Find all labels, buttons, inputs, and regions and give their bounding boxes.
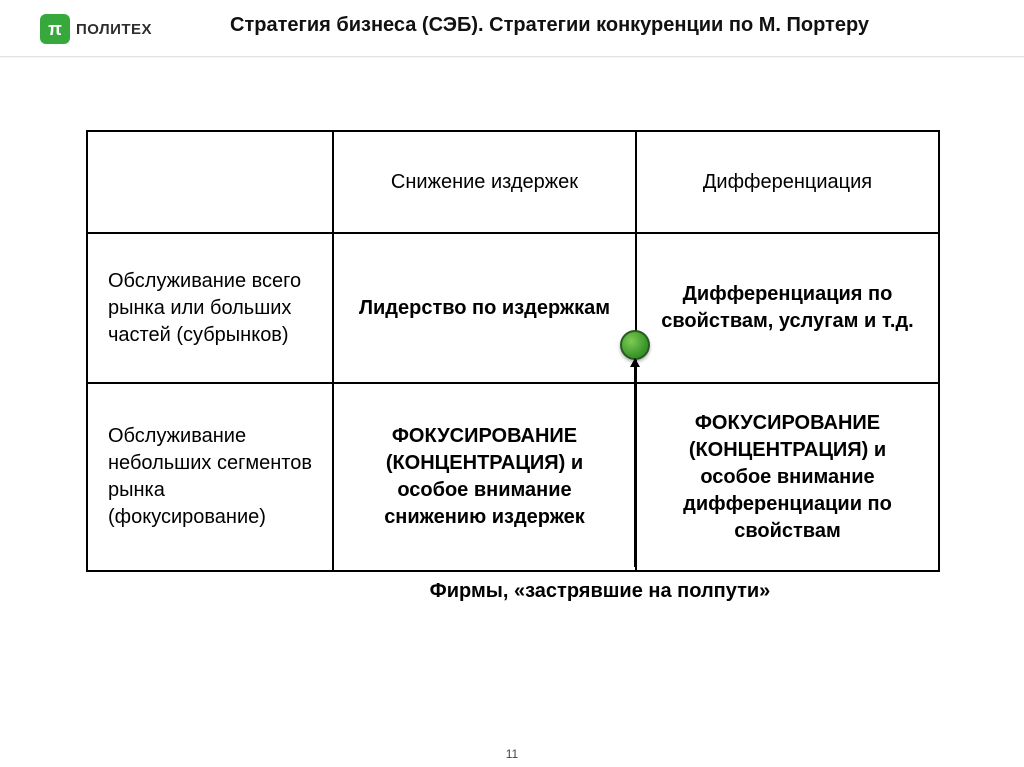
row-header-1: Обслуживание всего рынка или больших час… (87, 233, 333, 383)
porter-matrix: Снижение издержек Дифференциация Обслужи… (86, 130, 940, 572)
logo: π ПОЛИТЕХ (40, 14, 152, 44)
cell-2-2: ФОКУСИРОВАНИЕ (КОНЦЕНТРАЦИЯ) и особое вн… (636, 383, 939, 571)
col-header-2: Дифференциация (636, 131, 939, 233)
corner-cell (87, 131, 333, 233)
cell-1-1: Лидерство по издержкам (333, 233, 636, 383)
table-header-row: Снижение издержек Дифференциация (87, 131, 939, 233)
page-title: Стратегия бизнеса (СЭБ). Стратегии конку… (230, 14, 990, 37)
col-header-1: Снижение издержек (333, 131, 636, 233)
page-number: 11 (0, 747, 1024, 761)
table-row: Обслуживание небольших сегментов рынка (… (87, 383, 939, 571)
table-row: Обслуживание всего рынка или больших час… (87, 233, 939, 383)
row-header-2: Обслуживание небольших сегментов рынка (… (87, 383, 333, 571)
arrow-head-icon (630, 358, 640, 367)
cell-1-2: Дифференциация по свойствам, услугам и т… (636, 233, 939, 383)
slide-body: Снижение издержек Дифференциация Обслужи… (0, 58, 1024, 767)
slide-header: π ПОЛИТЕХ Стратегия бизнеса (СЭБ). Страт… (0, 0, 1024, 58)
logo-text: ПОЛИТЕХ (76, 21, 152, 38)
arrow-line (634, 367, 636, 567)
cell-2-1: ФОКУСИРОВАНИЕ (КОНЦЕНТРАЦИЯ) и особое вн… (333, 383, 636, 571)
logo-glyph: π (48, 19, 62, 40)
center-marker-icon (620, 330, 650, 360)
logo-badge: π (40, 14, 70, 44)
caption-stuck-in-middle: Фирмы, «застрявшие на полпути» (340, 580, 860, 603)
